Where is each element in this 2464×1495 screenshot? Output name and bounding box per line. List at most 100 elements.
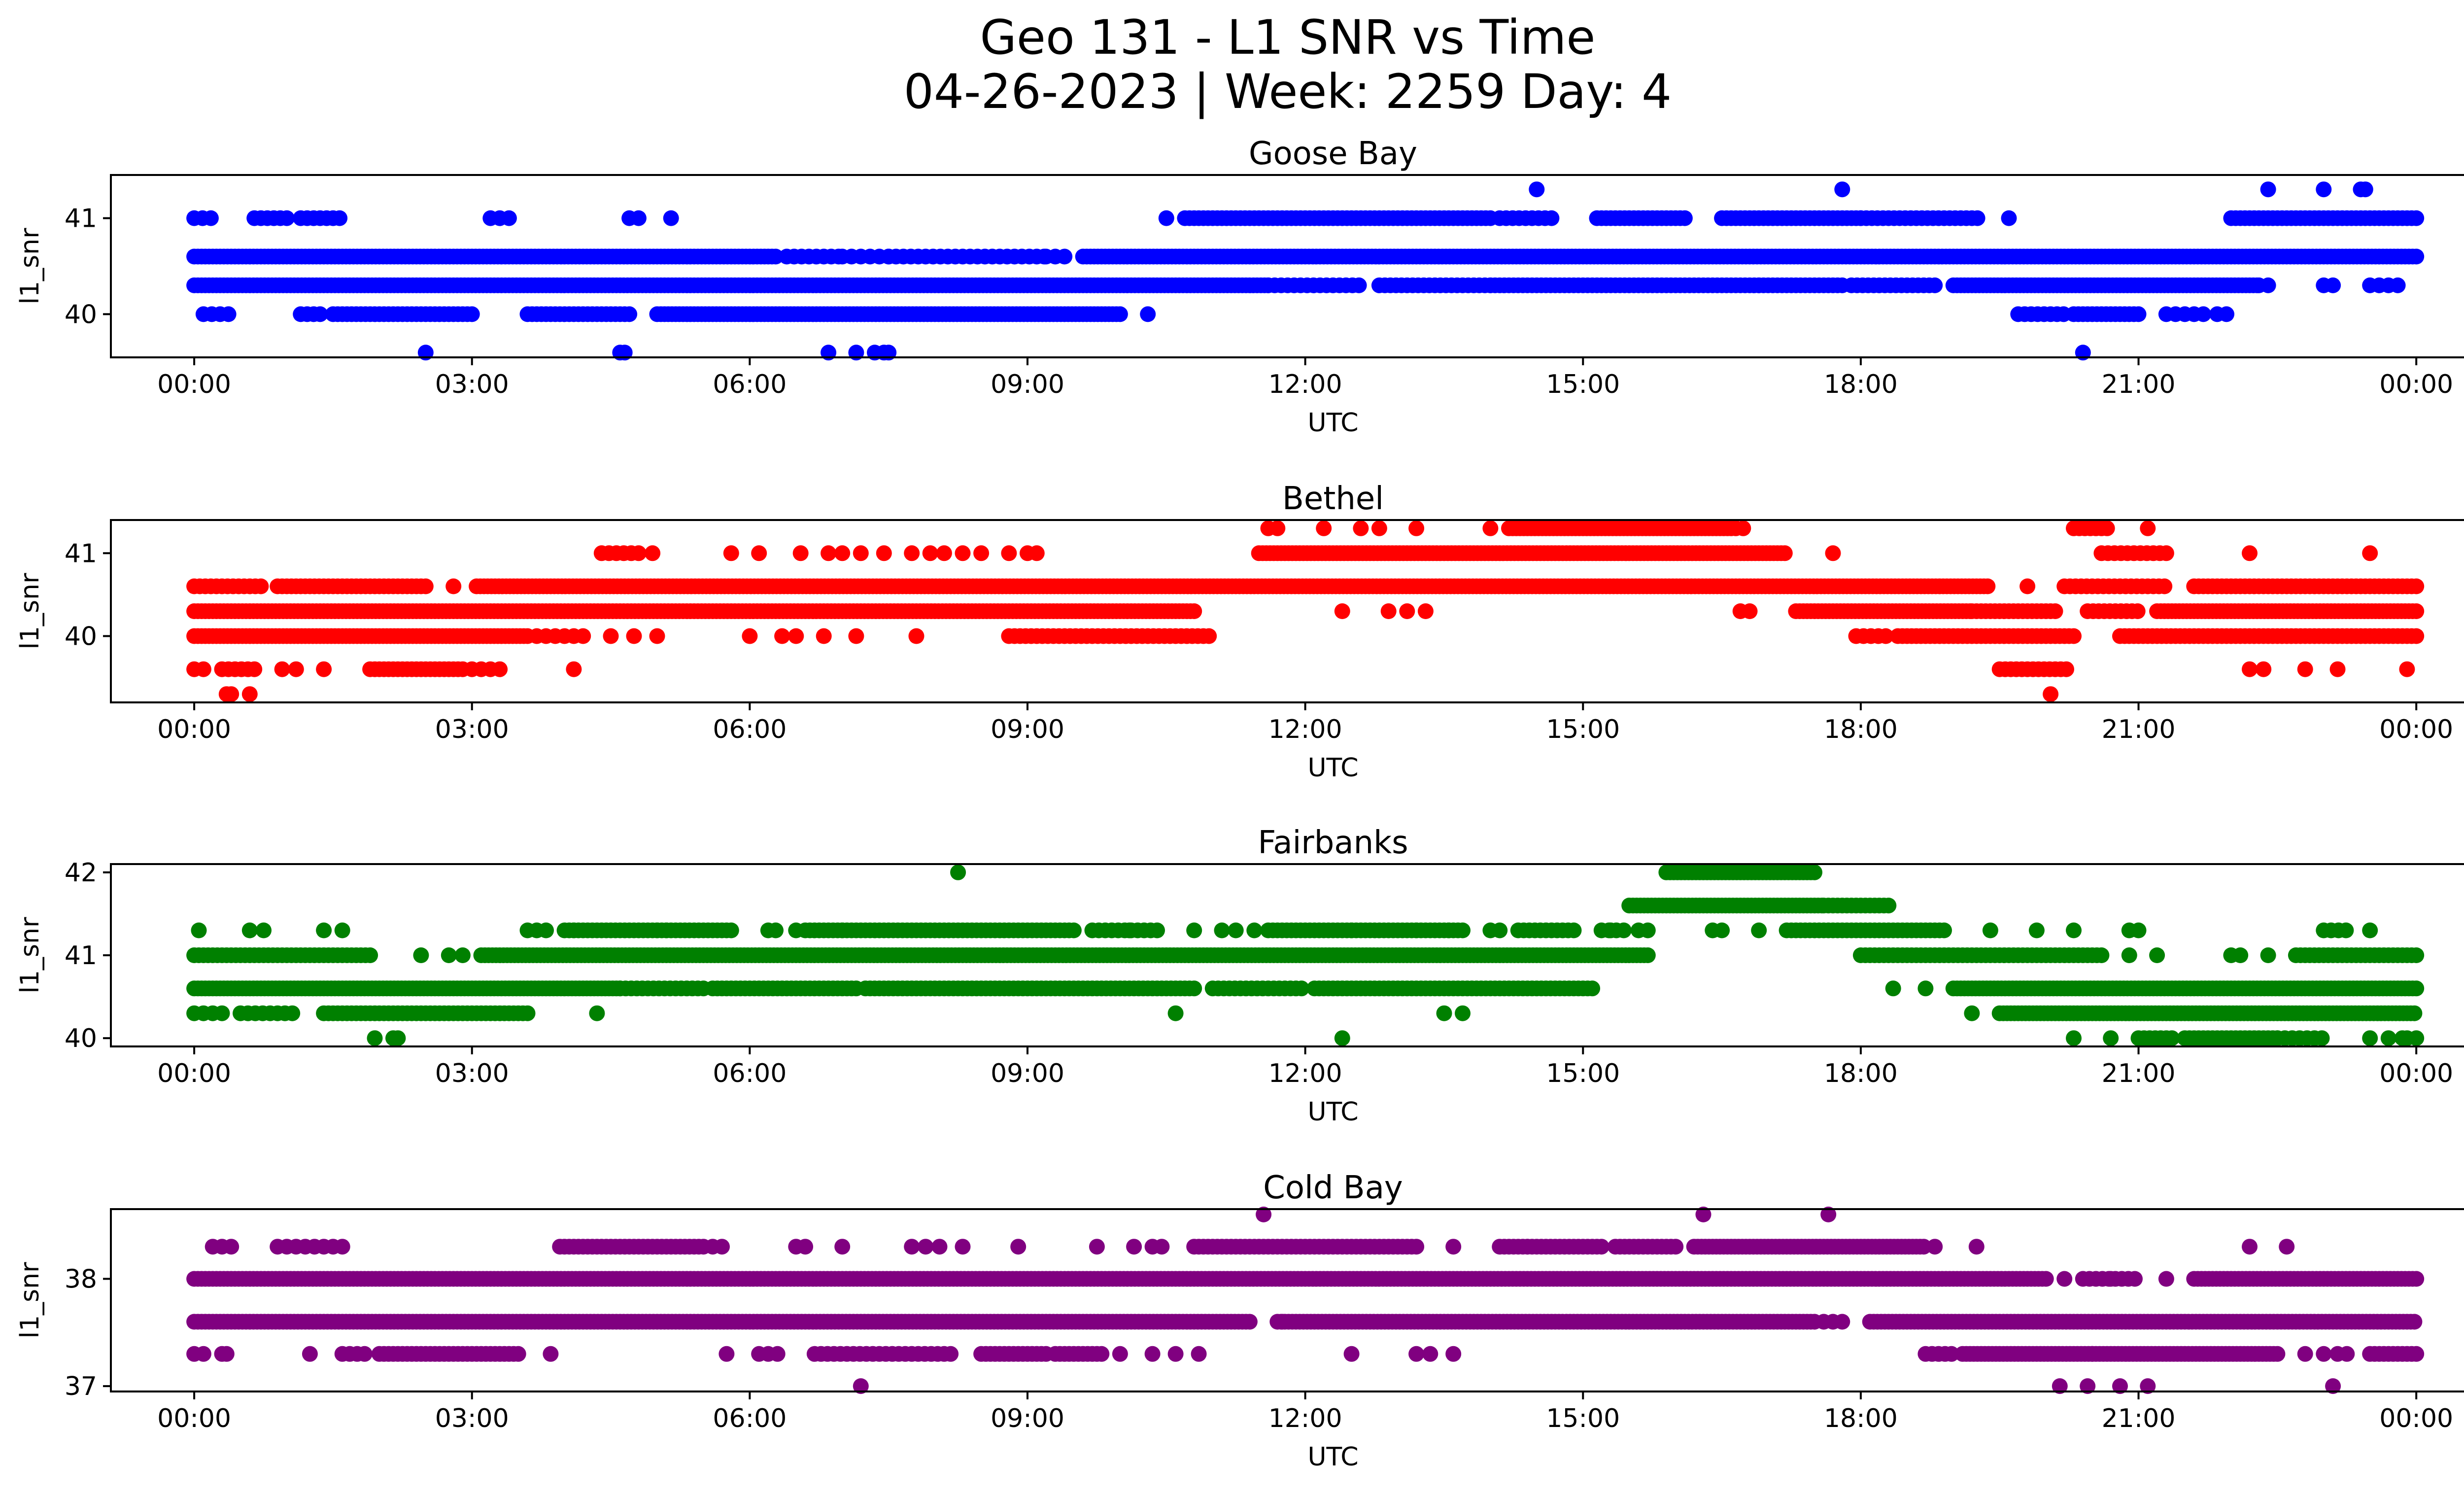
data-point <box>312 306 328 322</box>
data-point <box>2338 922 2354 939</box>
data-point <box>2158 545 2174 561</box>
data-point <box>1445 1239 1462 1255</box>
data-point <box>1057 248 1073 265</box>
data-point <box>1593 1239 1609 1255</box>
data-point <box>2408 1030 2425 1046</box>
data-point <box>1543 210 1560 226</box>
data-point <box>1065 922 1082 939</box>
data-point <box>1566 922 1582 939</box>
x-axis-label: UTC <box>1307 408 1358 438</box>
data-point <box>2408 947 2425 963</box>
data-point <box>630 545 647 561</box>
data-point <box>519 1005 536 1021</box>
y-axis-label: l1_snr <box>15 917 45 994</box>
data-point <box>246 661 263 677</box>
data-point <box>1640 922 1656 939</box>
data-point <box>241 922 258 939</box>
data-point <box>575 628 591 644</box>
data-point <box>1089 1239 1105 1255</box>
data-point <box>2260 181 2276 198</box>
data-point <box>2325 277 2341 293</box>
data-point <box>223 686 240 702</box>
data-point <box>1927 277 1943 293</box>
x-tick-label: 15:00 <box>1546 715 1620 744</box>
data-point <box>1417 603 1434 619</box>
data-point <box>2242 661 2258 677</box>
data-point <box>768 248 784 265</box>
data-point <box>1121 922 1137 939</box>
data-point <box>1380 603 1397 619</box>
data-point <box>253 578 269 594</box>
data-point <box>788 628 804 644</box>
data-point <box>816 628 832 644</box>
data-point <box>1885 980 1901 997</box>
x-axis-label: UTC <box>1307 1097 1358 1127</box>
y-tick-label: 40 <box>65 300 97 329</box>
figure-subtitle: 04-26-2023 | Week: 2259 Day: 4 <box>903 64 1672 119</box>
x-tick-label: 12:00 <box>1268 715 1342 744</box>
data-point <box>834 545 851 561</box>
data-point <box>464 306 480 322</box>
data-point <box>1001 545 1017 561</box>
data-point <box>1167 1005 1184 1021</box>
data-point <box>492 661 508 677</box>
data-point <box>2066 1030 2082 1046</box>
data-point <box>621 306 638 322</box>
chart-title: Fairbanks <box>1258 825 1408 861</box>
data-point <box>1936 922 1952 939</box>
data-point <box>723 545 739 561</box>
data-point <box>501 210 517 226</box>
bethel-points <box>186 520 2425 702</box>
data-point <box>223 1239 240 1255</box>
x-tick-label: 00:00 <box>157 1059 231 1088</box>
data-point <box>2219 306 2234 322</box>
data-point <box>2408 628 2425 644</box>
data-point <box>955 545 971 561</box>
data-point <box>1927 1239 1943 1255</box>
x-tick-label: 15:00 <box>1546 1059 1620 1088</box>
data-point <box>2408 210 2425 226</box>
x-tick-label: 18:00 <box>1824 1059 1898 1088</box>
data-point <box>2297 661 2313 677</box>
data-point <box>1980 578 1996 594</box>
data-point <box>2149 947 2165 963</box>
data-point <box>316 922 332 939</box>
data-point <box>1529 181 1545 198</box>
data-point <box>955 1239 971 1255</box>
data-point <box>908 628 924 644</box>
data-point <box>1668 1239 1684 1255</box>
data-point <box>663 210 679 226</box>
data-point <box>256 922 272 939</box>
chart-title: Bethel <box>1282 481 1384 517</box>
y-tick-label: 42 <box>65 858 97 888</box>
data-point <box>1186 603 1202 619</box>
data-point <box>723 922 739 939</box>
data-point <box>857 980 874 997</box>
data-point <box>1742 603 1758 619</box>
data-point <box>1964 1005 1980 1021</box>
y-tick-label: 41 <box>65 539 97 568</box>
data-point <box>1408 520 1425 536</box>
data-point <box>2408 578 2425 594</box>
data-point <box>848 628 864 644</box>
data-point <box>1246 922 1263 939</box>
data-point <box>2408 248 2425 265</box>
data-point <box>1807 864 1822 880</box>
data-point <box>2242 545 2258 561</box>
data-point <box>626 628 642 644</box>
data-point <box>1126 1239 1142 1255</box>
data-point <box>834 1239 851 1255</box>
y-tick-label: 41 <box>65 941 97 971</box>
data-point <box>1969 210 1985 226</box>
data-point <box>1834 181 1850 198</box>
data-point <box>1186 922 1202 939</box>
x-tick-label: 09:00 <box>991 715 1064 744</box>
x-tick-label: 18:00 <box>1824 370 1898 399</box>
data-point <box>2001 210 2017 226</box>
goose-bay-points <box>186 181 2425 361</box>
data-point <box>714 1239 730 1255</box>
data-point <box>2357 181 2373 198</box>
data-point <box>2028 922 2045 939</box>
